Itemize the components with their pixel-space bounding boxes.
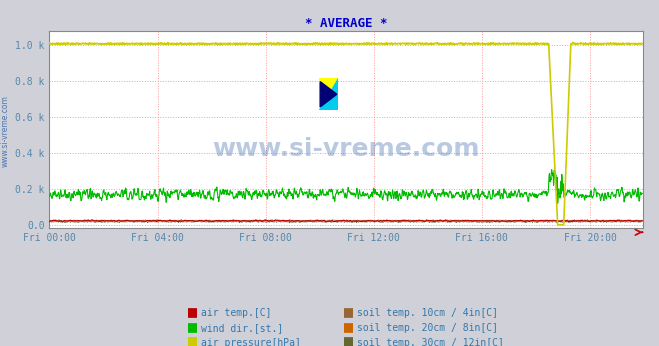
- Title: * AVERAGE *: * AVERAGE *: [304, 17, 387, 30]
- Legend: air temp.[C], wind dir.[st.], air pressure[hPa], soil temp. 5cm / 2in[C], soil t: air temp.[C], wind dir.[st.], air pressu…: [185, 304, 507, 346]
- Polygon shape: [320, 79, 338, 110]
- Text: www.si-vreme.com: www.si-vreme.com: [1, 95, 10, 167]
- Text: www.si-vreme.com: www.si-vreme.com: [212, 137, 480, 162]
- Polygon shape: [320, 79, 338, 110]
- Polygon shape: [320, 82, 337, 107]
